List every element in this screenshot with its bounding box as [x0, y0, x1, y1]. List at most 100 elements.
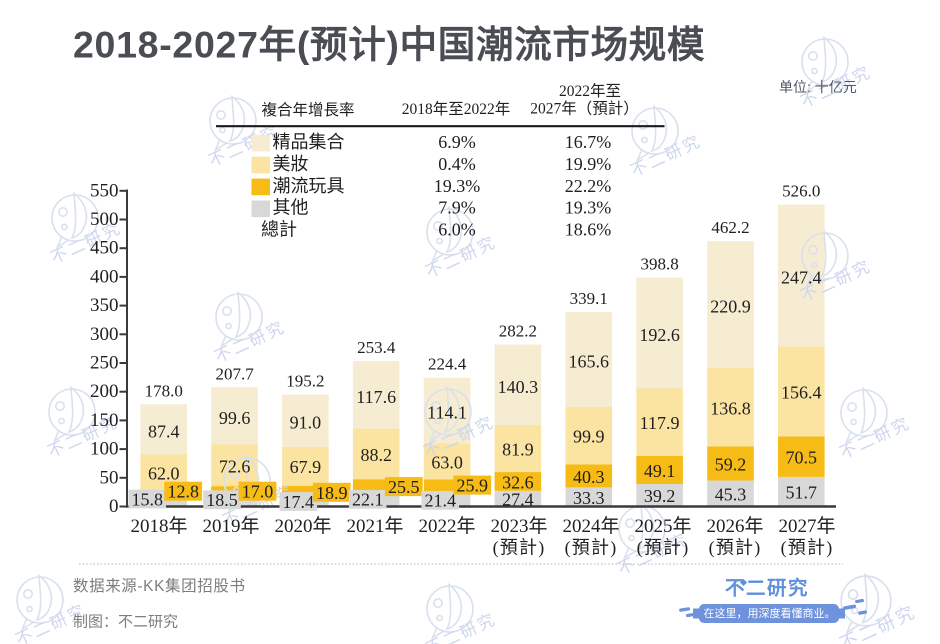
svg-text:63.0: 63.0	[431, 452, 463, 472]
svg-text:72.6: 72.6	[219, 456, 251, 476]
svg-text:39.2: 39.2	[644, 486, 676, 506]
svg-text:2025年: 2025年	[634, 515, 691, 537]
svg-text:33.3: 33.3	[573, 488, 605, 508]
svg-text:22.2%: 22.2%	[565, 176, 612, 196]
svg-text:450: 450	[90, 238, 119, 259]
svg-text:178.0: 178.0	[145, 381, 183, 400]
svg-text:25.5: 25.5	[388, 477, 420, 497]
svg-text:247.4: 247.4	[781, 268, 822, 288]
svg-text:6.9%: 6.9%	[438, 132, 476, 152]
svg-text:253.4: 253.4	[357, 338, 396, 357]
svg-text:207.7: 207.7	[215, 364, 254, 383]
svg-text:91.0: 91.0	[290, 413, 322, 433]
svg-text:350: 350	[90, 295, 119, 316]
svg-text:7.9%: 7.9%	[438, 198, 476, 218]
svg-text:70.5: 70.5	[786, 448, 818, 468]
svg-text:100: 100	[90, 439, 119, 460]
svg-text:18.5: 18.5	[206, 490, 238, 510]
svg-text:282.2: 282.2	[499, 322, 537, 341]
svg-text:2023年: 2023年	[490, 515, 547, 537]
svg-text:81.9: 81.9	[502, 440, 534, 460]
svg-text:(預計): (預計)	[493, 538, 546, 559]
svg-text:6.0%: 6.0%	[438, 220, 476, 240]
svg-text:45.3: 45.3	[715, 485, 747, 505]
svg-text:其他: 其他	[273, 198, 309, 218]
svg-text:(預計): (預計)	[709, 538, 762, 559]
svg-text:99.6: 99.6	[219, 408, 251, 428]
svg-text:40.3: 40.3	[573, 467, 605, 487]
svg-text:220.9: 220.9	[710, 297, 751, 317]
svg-text:300: 300	[90, 324, 119, 345]
svg-text:99.9: 99.9	[573, 427, 605, 447]
svg-text:67.9: 67.9	[290, 457, 322, 477]
svg-text:数据来源-KK集团招股书: 数据来源-KK集团招股书	[73, 577, 246, 595]
svg-text:2018年至2022年: 2018年至2022年	[402, 100, 511, 118]
svg-text:140.3: 140.3	[498, 377, 539, 397]
svg-text:0: 0	[109, 496, 119, 517]
svg-text:单位: 十亿元: 单位: 十亿元	[779, 79, 857, 95]
svg-text:526.0: 526.0	[782, 182, 820, 201]
svg-text:18.9: 18.9	[316, 483, 348, 503]
svg-text:總計: 總計	[261, 220, 297, 240]
svg-text:19.9%: 19.9%	[565, 154, 612, 174]
svg-text:2027年（預計）: 2027年（預計）	[530, 100, 639, 118]
svg-text:2021年: 2021年	[346, 515, 403, 537]
svg-text:2020年: 2020年	[274, 515, 331, 537]
svg-text:62.0: 62.0	[148, 463, 180, 483]
svg-text:462.2: 462.2	[711, 218, 749, 237]
svg-text:0.4%: 0.4%	[438, 154, 476, 174]
svg-text:117.9: 117.9	[640, 413, 680, 433]
svg-text:25.9: 25.9	[457, 476, 489, 496]
svg-text:49.1: 49.1	[644, 461, 676, 481]
svg-text:2018-2027年(预计)中国潮流市场规模: 2018-2027年(预计)中国潮流市场规模	[73, 24, 705, 66]
svg-text:250: 250	[90, 353, 119, 374]
svg-text:(預計): (預計)	[637, 538, 690, 559]
svg-text:2018年: 2018年	[130, 515, 187, 537]
svg-text:88.2: 88.2	[360, 445, 392, 465]
svg-text:192.6: 192.6	[639, 325, 680, 345]
svg-text:12.8: 12.8	[167, 482, 199, 502]
svg-text:18.6%: 18.6%	[565, 220, 612, 240]
svg-text:224.4: 224.4	[428, 355, 467, 374]
svg-text:複合年增長率: 複合年增長率	[261, 101, 354, 119]
svg-text:2019年: 2019年	[202, 515, 259, 537]
svg-text:2022年: 2022年	[418, 515, 475, 537]
svg-text:16.7%: 16.7%	[565, 132, 612, 152]
svg-text:156.4: 156.4	[781, 383, 822, 403]
svg-text:150: 150	[90, 410, 119, 431]
svg-text:550: 550	[90, 180, 119, 201]
svg-text:2024年: 2024年	[562, 515, 619, 537]
svg-text:潮流玩具: 潮流玩具	[273, 176, 345, 196]
svg-text:59.2: 59.2	[715, 455, 747, 475]
svg-text:117.6: 117.6	[356, 387, 396, 407]
svg-text:51.7: 51.7	[786, 483, 818, 503]
svg-text:136.8: 136.8	[710, 398, 751, 418]
svg-text:(預計): (預計)	[565, 538, 618, 559]
svg-text:22.1: 22.1	[352, 490, 384, 510]
svg-text:2022年至: 2022年至	[559, 82, 621, 100]
svg-text:在这里，用深度看懂商业。: 在这里，用深度看懂商业。	[704, 606, 836, 620]
svg-text:165.6: 165.6	[569, 351, 610, 371]
svg-text:17.4: 17.4	[283, 492, 315, 512]
svg-text:21.4: 21.4	[424, 491, 456, 511]
svg-text:19.3%: 19.3%	[565, 198, 612, 218]
svg-text:2026年: 2026年	[706, 515, 763, 537]
svg-text:195.2: 195.2	[286, 372, 324, 391]
svg-text:制图：不二研究: 制图：不二研究	[73, 613, 178, 630]
svg-text:27.4: 27.4	[502, 490, 534, 510]
svg-text:2027年: 2027年	[778, 515, 835, 537]
svg-text:114.1: 114.1	[427, 402, 467, 422]
svg-text:17.0: 17.0	[242, 482, 274, 502]
svg-text:精品集合: 精品集合	[273, 132, 345, 152]
svg-text:19.3%: 19.3%	[434, 176, 481, 196]
svg-text:200: 200	[90, 381, 119, 402]
svg-text:400: 400	[90, 266, 119, 287]
svg-text:339.1: 339.1	[570, 289, 608, 308]
svg-text:不二研究: 不二研究	[725, 577, 809, 600]
svg-text:美妝: 美妝	[273, 154, 309, 174]
svg-text:500: 500	[90, 209, 119, 230]
svg-text:(預計): (預計)	[781, 538, 834, 559]
svg-text:50: 50	[100, 467, 119, 488]
svg-text:87.4: 87.4	[148, 421, 180, 441]
svg-text:15.8: 15.8	[132, 489, 164, 509]
